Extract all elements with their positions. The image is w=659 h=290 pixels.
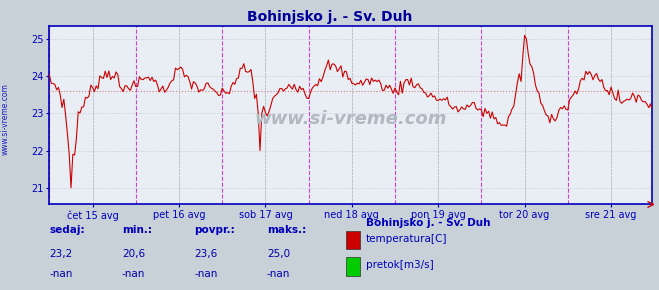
Text: pretok[m3/s]: pretok[m3/s]: [366, 260, 434, 270]
Text: sedaj:: sedaj:: [49, 225, 85, 235]
Text: 25,0: 25,0: [267, 249, 290, 259]
Text: -nan: -nan: [194, 269, 217, 279]
Text: min.:: min.:: [122, 225, 152, 235]
Text: 23,2: 23,2: [49, 249, 72, 259]
Text: -nan: -nan: [49, 269, 72, 279]
Text: -nan: -nan: [122, 269, 145, 279]
Text: www.si-vreme.com: www.si-vreme.com: [254, 110, 447, 128]
Text: maks.:: maks.:: [267, 225, 306, 235]
Text: -nan: -nan: [267, 269, 290, 279]
Text: povpr.:: povpr.:: [194, 225, 235, 235]
Text: 20,6: 20,6: [122, 249, 145, 259]
Text: Bohinjsko j. - Sv. Duh: Bohinjsko j. - Sv. Duh: [247, 10, 412, 24]
Text: 23,6: 23,6: [194, 249, 217, 259]
Text: Bohinjsko j. - Sv. Duh: Bohinjsko j. - Sv. Duh: [366, 218, 490, 228]
Text: www.si-vreme.com: www.si-vreme.com: [1, 83, 10, 155]
Text: temperatura[C]: temperatura[C]: [366, 234, 447, 244]
